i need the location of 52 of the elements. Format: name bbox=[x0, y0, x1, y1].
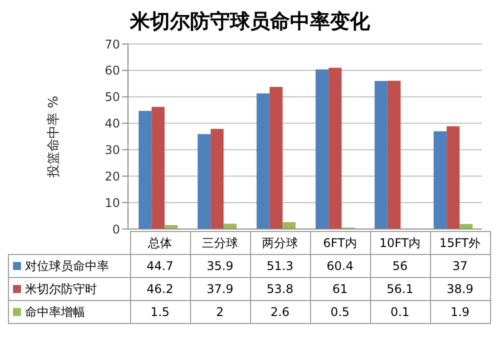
data-label: 38.9 bbox=[430, 278, 490, 300]
x-tick-label: 15FT外 bbox=[430, 232, 490, 254]
chart-title: 米切尔防守球员命中率变化 bbox=[128, 8, 371, 35]
legend-label: 命中率增幅 bbox=[8, 300, 130, 324]
y-tick-label: 0 bbox=[112, 222, 120, 236]
y-tick-label: 50 bbox=[104, 90, 120, 104]
data-label: 44.7 bbox=[130, 254, 190, 278]
data-label: 37.9 bbox=[190, 278, 250, 300]
bar bbox=[138, 110, 152, 229]
legend-label: 米切尔防守时 bbox=[8, 278, 130, 300]
data-label: 53.8 bbox=[250, 278, 310, 300]
y-tick-label: 20 bbox=[104, 169, 120, 184]
data-label: 56 bbox=[370, 254, 430, 278]
bar bbox=[224, 224, 237, 229]
bar bbox=[270, 86, 283, 229]
y-tick-label: 60 bbox=[104, 64, 120, 78]
bar bbox=[460, 224, 473, 229]
x-tick-label: 6FT内 bbox=[310, 232, 370, 254]
y-axis-title: 投篮命中率 % bbox=[46, 96, 62, 178]
data-label: 61 bbox=[310, 278, 370, 300]
data-label: 37 bbox=[430, 254, 490, 278]
x-tick-label: 三分球 bbox=[190, 232, 250, 254]
bar bbox=[282, 222, 296, 229]
bar bbox=[316, 69, 329, 229]
bar bbox=[152, 106, 165, 229]
data-label: 35.9 bbox=[190, 254, 250, 278]
bar bbox=[446, 126, 460, 229]
bar bbox=[210, 128, 224, 229]
x-tick-label: 10FT内 bbox=[370, 232, 430, 254]
data-label: 1.5 bbox=[130, 300, 190, 324]
data-label: 2 bbox=[190, 300, 250, 324]
data-label: 1.9 bbox=[430, 300, 490, 324]
y-tick-label: 70 bbox=[104, 37, 120, 52]
bar bbox=[256, 93, 270, 229]
data-label: 51.3 bbox=[250, 254, 310, 278]
x-tick-label: 两分球 bbox=[250, 232, 310, 254]
legend-label: 对位球员命中率 bbox=[8, 254, 130, 278]
bar bbox=[328, 68, 342, 229]
y-tick-label: 10 bbox=[104, 196, 120, 210]
bar bbox=[434, 131, 447, 229]
y-tick-label: 30 bbox=[104, 142, 120, 157]
data-label: 56.1 bbox=[370, 278, 430, 300]
bar bbox=[198, 134, 211, 229]
bar bbox=[374, 81, 388, 229]
x-tick-label: 总体 bbox=[130, 232, 190, 254]
data-label: 0.1 bbox=[370, 300, 430, 324]
data-label: 60.4 bbox=[310, 254, 370, 278]
data-label: 46.2 bbox=[130, 278, 190, 300]
y-tick-label: 40 bbox=[104, 116, 120, 131]
data-label: 0.5 bbox=[310, 300, 370, 324]
bar bbox=[388, 80, 401, 229]
data-label: 2.6 bbox=[250, 300, 310, 324]
